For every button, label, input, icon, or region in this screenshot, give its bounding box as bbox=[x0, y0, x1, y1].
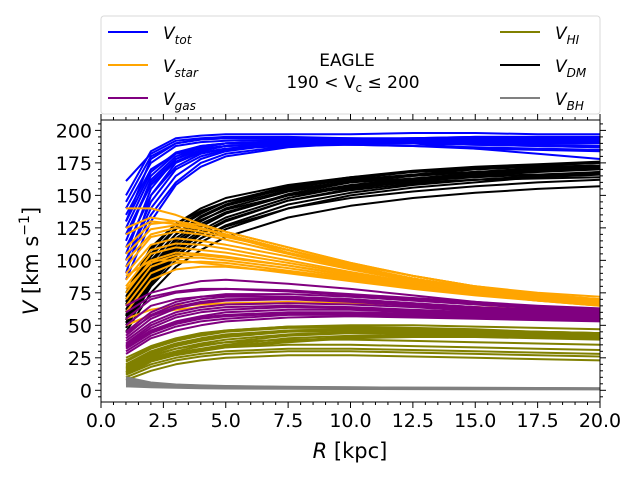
y-axis-unit-pre: [km s bbox=[19, 236, 43, 301]
curve-line bbox=[125, 224, 600, 301]
curve-line bbox=[125, 304, 600, 345]
x-tick-label: 5.0 bbox=[211, 410, 241, 432]
curve-line bbox=[125, 350, 600, 379]
x-axis-var: R bbox=[313, 439, 328, 463]
x-tick-label: 15.0 bbox=[454, 410, 496, 432]
y-tick-label: 100 bbox=[56, 250, 92, 272]
curve-line bbox=[125, 278, 600, 312]
x-tick-label: 7.5 bbox=[273, 410, 303, 432]
series-v-bh bbox=[125, 376, 600, 391]
curve-line bbox=[125, 313, 600, 353]
y-tick-label: 75 bbox=[68, 283, 92, 305]
axis-ticks: 0.0 2.5 5.0 7.5 10.0 12.5 15.0 17.5 20.0 0 25 50 75 1… bbox=[56, 114, 621, 432]
curve-line bbox=[125, 328, 600, 367]
legend-label: Vstar bbox=[163, 57, 199, 80]
series-v-tot bbox=[125, 132, 600, 281]
x-tick-label: 20.0 bbox=[579, 410, 621, 432]
series-v-hi bbox=[125, 324, 600, 381]
legend-label: VDM bbox=[555, 57, 587, 80]
x-axis-unit: [kpc] bbox=[327, 439, 387, 463]
y-tick-label: 25 bbox=[68, 348, 92, 370]
x-tick-label: 2.5 bbox=[148, 410, 178, 432]
curve-line bbox=[125, 354, 600, 381]
curve-line bbox=[125, 347, 600, 376]
annotation-line2-head: 190 < V bbox=[286, 73, 355, 93]
curve-line bbox=[125, 302, 600, 342]
curve-line bbox=[125, 254, 600, 305]
curve-line bbox=[125, 132, 600, 196]
curve-line bbox=[125, 297, 600, 334]
legend-label: Vtot bbox=[163, 24, 193, 47]
curve-line bbox=[125, 265, 600, 313]
y-tick-label: 150 bbox=[56, 185, 92, 207]
x-tick-label: 12.5 bbox=[392, 410, 434, 432]
annotation-line2-tail: ≤ 200 bbox=[362, 73, 420, 93]
annotation-line2-sub: c bbox=[356, 81, 363, 95]
curve-line bbox=[125, 137, 600, 203]
series-v-gas bbox=[125, 278, 600, 355]
legend-items: Vtot Vstar Vgas VHI VDM VBH bbox=[108, 24, 587, 113]
curve-line bbox=[125, 306, 600, 346]
legend-label: Vgas bbox=[163, 90, 196, 113]
curve-line bbox=[125, 139, 600, 242]
curve-line bbox=[125, 385, 600, 391]
curve-line bbox=[125, 178, 600, 324]
curve-line bbox=[125, 336, 600, 376]
y-axis-var: V bbox=[19, 299, 43, 315]
curve-line bbox=[125, 139, 600, 261]
x-tick-label: 10.0 bbox=[329, 410, 371, 432]
curve-line bbox=[125, 315, 600, 355]
curve-line bbox=[125, 324, 600, 362]
series-v-star bbox=[125, 207, 600, 327]
y-tick-label: 175 bbox=[56, 153, 92, 175]
curve-line bbox=[125, 138, 600, 235]
y-tick-label: 0 bbox=[80, 380, 92, 402]
x-tick-label: 17.5 bbox=[516, 410, 558, 432]
series-v-dm bbox=[125, 160, 600, 333]
y-tick-label: 50 bbox=[68, 315, 92, 337]
curve-line bbox=[125, 185, 600, 333]
y-axis-unit-sup: −1 bbox=[17, 215, 33, 236]
curve-line bbox=[125, 333, 600, 373]
annotation-line1: EAGLE bbox=[319, 51, 374, 71]
curve-line bbox=[125, 216, 600, 302]
curve-line bbox=[125, 343, 600, 374]
annotation-line2: 190 < Vc ≤ 200 bbox=[286, 73, 419, 95]
curve-line bbox=[125, 142, 600, 281]
legend-label: VHI bbox=[555, 24, 580, 47]
y-axis-unit-post: ] bbox=[19, 207, 43, 215]
curve-line bbox=[125, 293, 600, 333]
curve-group bbox=[125, 132, 600, 391]
y-axis-label: V [km s−1] bbox=[17, 207, 43, 315]
curve-line bbox=[125, 259, 600, 306]
legend: Vtot Vstar Vgas VHI VDM VBH bbox=[100, 15, 601, 115]
x-tick-label: 0.0 bbox=[86, 410, 116, 432]
curve-line bbox=[125, 338, 600, 370]
x-axis-label: R [kpc] bbox=[313, 439, 388, 463]
y-tick-label: 125 bbox=[56, 218, 92, 240]
curve-line bbox=[125, 143, 600, 274]
legend-label: VBH bbox=[555, 90, 584, 113]
curve-line bbox=[125, 160, 600, 303]
curve-line bbox=[125, 308, 600, 347]
y-tick-label: 200 bbox=[56, 120, 92, 142]
curve-line bbox=[125, 298, 600, 340]
curve-line bbox=[125, 164, 600, 313]
annotation: EAGLE 190 < Vc ≤ 200 bbox=[286, 51, 419, 95]
